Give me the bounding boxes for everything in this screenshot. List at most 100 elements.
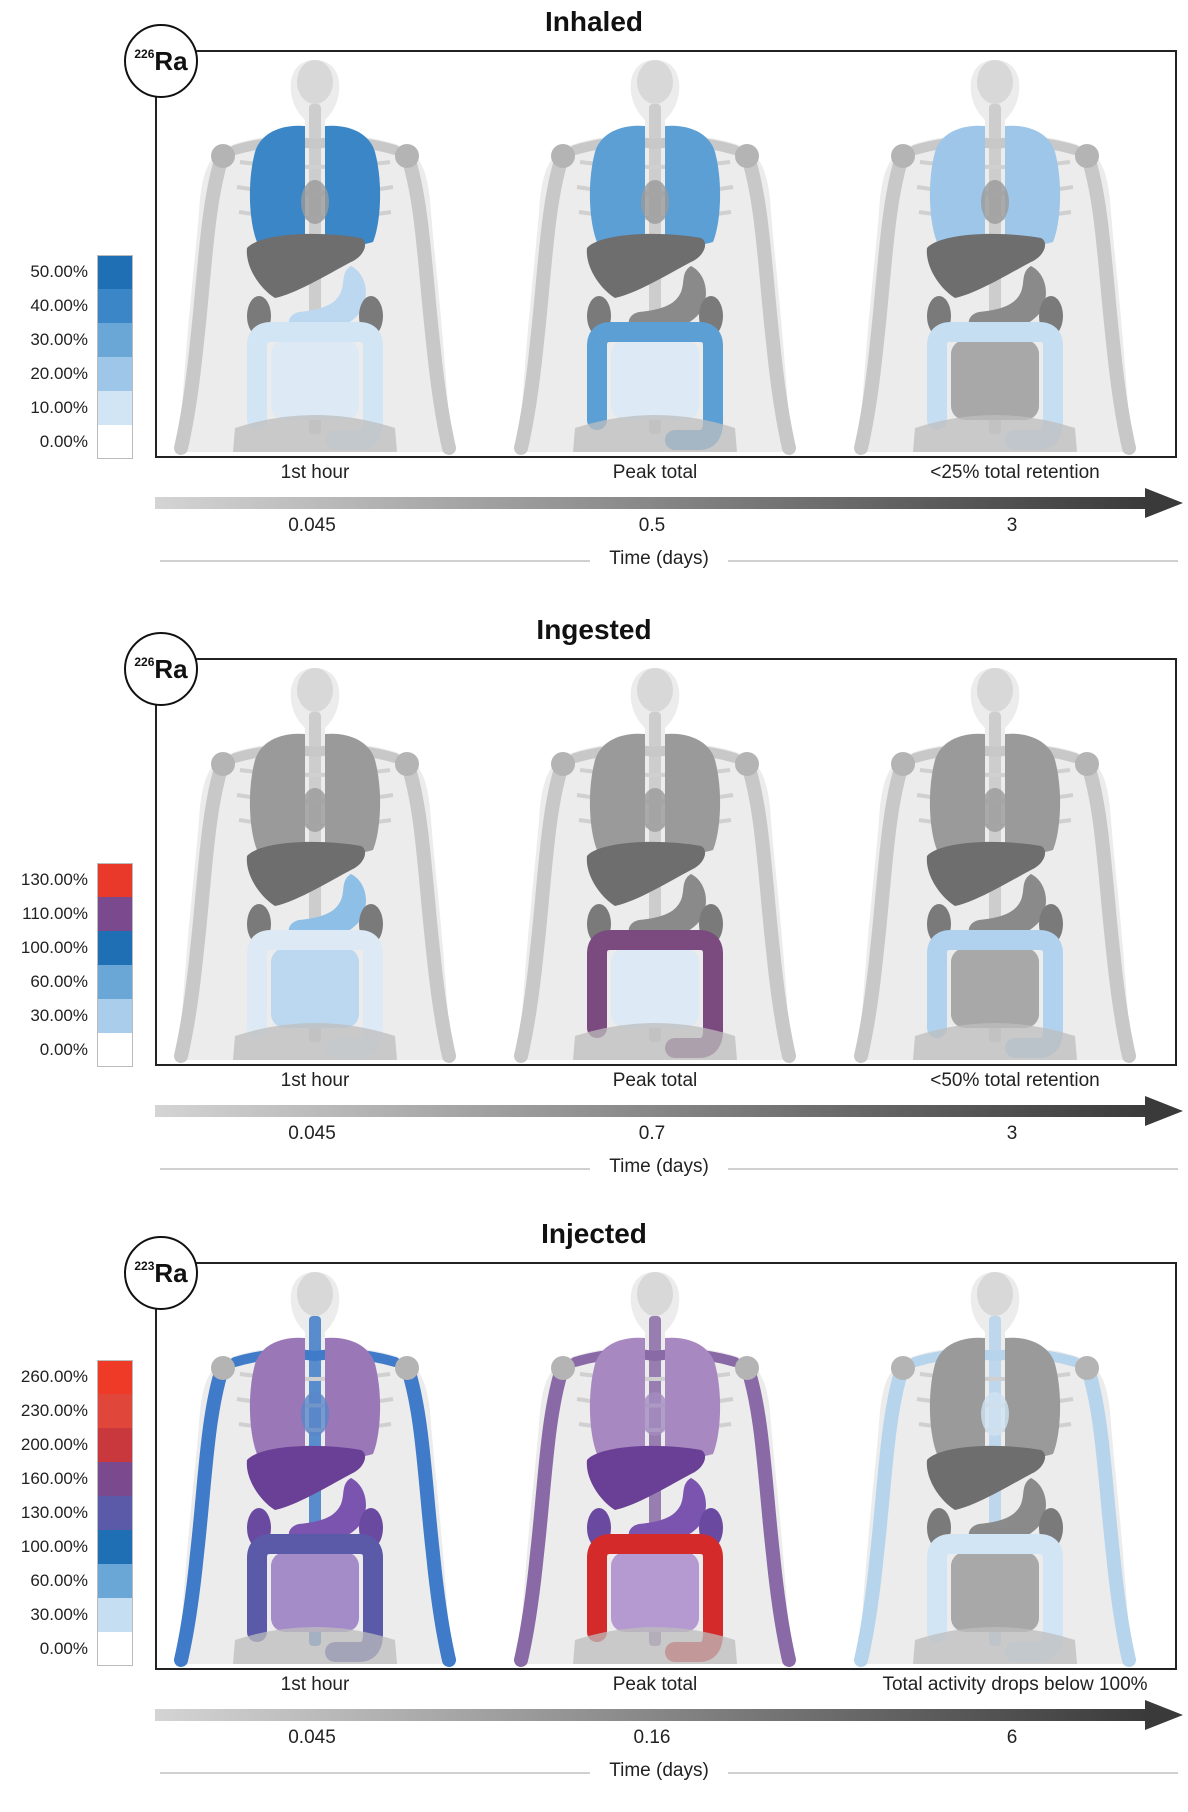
time-tick: 6 <box>1006 1727 1018 1748</box>
time-arrow <box>155 488 1183 518</box>
panel-injected: Injected 223Ra 260.00% 230.00% 200.00% 1… <box>0 1212 1188 1812</box>
legend-swatch <box>97 1632 133 1666</box>
left-shoulder-joint <box>211 752 235 776</box>
right-lung <box>1005 733 1061 853</box>
legend-entry: 0.00% <box>0 1632 140 1666</box>
legend-swatch <box>97 1496 133 1530</box>
legend-swatch <box>97 863 133 897</box>
stomach-shape <box>288 874 366 940</box>
right-arm-bone <box>740 1359 796 1667</box>
left-lung <box>929 733 985 853</box>
legend-swatch <box>97 1598 133 1632</box>
left-arm-bone <box>514 755 570 1063</box>
legend-entry: 30.00% <box>0 323 140 357</box>
small-intestine <box>271 1552 359 1632</box>
stage-label: 1st hour <box>280 1070 350 1091</box>
heart-shape <box>301 1392 329 1436</box>
legend-entry: 230.00% <box>0 1394 140 1428</box>
liver-shape <box>246 1445 366 1510</box>
left-shoulder-joint <box>551 1356 575 1380</box>
right-arm-bone <box>1080 147 1136 455</box>
right-arm-bone <box>1080 1359 1136 1667</box>
stage-label: Peak total <box>612 1070 698 1091</box>
isotope-mass: 223 <box>134 1259 155 1273</box>
left-arm-bone <box>174 755 230 1063</box>
right-lung <box>325 733 381 853</box>
legend-swatch <box>97 357 133 391</box>
legend-entry: 30.00% <box>0 999 140 1033</box>
left-arm-bone <box>174 147 230 455</box>
liver-shape <box>246 841 366 906</box>
legend-entry: 100.00% <box>0 931 140 965</box>
left-lung <box>589 733 645 853</box>
right-lung <box>325 125 381 245</box>
liver-shape <box>926 233 1046 298</box>
right-lung <box>1005 125 1061 245</box>
stage-label: Peak total <box>612 1674 698 1695</box>
skull-shape <box>297 1272 333 1316</box>
stomach-shape <box>968 874 1046 940</box>
axis-line <box>728 1168 1178 1170</box>
stomach-shape <box>968 1478 1046 1544</box>
right-arm-bone <box>400 755 456 1063</box>
right-lung <box>665 1337 721 1457</box>
liver-shape <box>586 841 706 906</box>
liver-shape <box>926 1445 1046 1510</box>
heart-shape <box>981 180 1009 224</box>
pelvis-shape <box>573 1627 737 1664</box>
stage-label: Total activity drops below 100% <box>882 1674 1148 1695</box>
legend-label: 100.00% <box>20 938 88 957</box>
right-shoulder-joint <box>735 144 759 168</box>
stage-label: Peak total <box>612 462 698 483</box>
stage-label: <50% total retention <box>930 1070 1100 1091</box>
skull-shape <box>637 1272 673 1316</box>
right-lung <box>1005 1337 1061 1457</box>
pelvis-shape <box>913 1627 1077 1664</box>
stage-label: <25% total retention <box>930 462 1100 483</box>
body-figure-peak-total <box>514 1272 796 1667</box>
skull-shape <box>977 668 1013 712</box>
left-arm-bone <box>174 1359 230 1667</box>
legend-swatch <box>97 1462 133 1496</box>
small-intestine <box>271 948 359 1028</box>
small-intestine <box>611 948 699 1028</box>
pelvis-shape <box>913 1023 1077 1060</box>
left-shoulder-joint <box>551 144 575 168</box>
left-shoulder-joint <box>891 752 915 776</box>
legend-entry: 130.00% <box>0 1496 140 1530</box>
stomach-shape <box>628 874 706 940</box>
heart-shape <box>981 788 1009 832</box>
right-shoulder-joint <box>395 144 419 168</box>
pelvis-shape <box>233 415 397 452</box>
legend-swatch <box>97 425 133 459</box>
small-intestine <box>271 340 359 420</box>
liver-shape <box>926 841 1046 906</box>
right-shoulder-joint <box>735 1356 759 1380</box>
body-figure-1st-hour <box>174 1272 456 1667</box>
liver-shape <box>586 233 706 298</box>
skull-shape <box>297 60 333 104</box>
legend-swatch <box>97 255 133 289</box>
legend-entry: 60.00% <box>0 1564 140 1598</box>
legend-swatch <box>97 965 133 999</box>
legend-label: 60.00% <box>30 1571 88 1590</box>
liver-shape <box>246 233 366 298</box>
panel-title: Injected <box>541 1218 647 1249</box>
legend-swatch <box>97 931 133 965</box>
right-shoulder-joint <box>395 752 419 776</box>
pelvis-shape <box>913 415 1077 452</box>
isotope-mass: 226 <box>134 655 155 669</box>
legend-swatch <box>97 1360 133 1394</box>
legend-swatch <box>97 1428 133 1462</box>
isotope-symbol: Ra <box>154 654 188 684</box>
legend-label: 160.00% <box>20 1469 88 1488</box>
right-shoulder-joint <box>735 752 759 776</box>
right-arm-bone <box>740 147 796 455</box>
axis-line <box>160 1168 590 1170</box>
legend-label: 230.00% <box>20 1401 88 1420</box>
legend-entry: 0.00% <box>0 425 140 459</box>
legend-entry: 160.00% <box>0 1462 140 1496</box>
legend-entry: 20.00% <box>0 357 140 391</box>
left-lung <box>929 1337 985 1457</box>
legend-swatch <box>97 391 133 425</box>
